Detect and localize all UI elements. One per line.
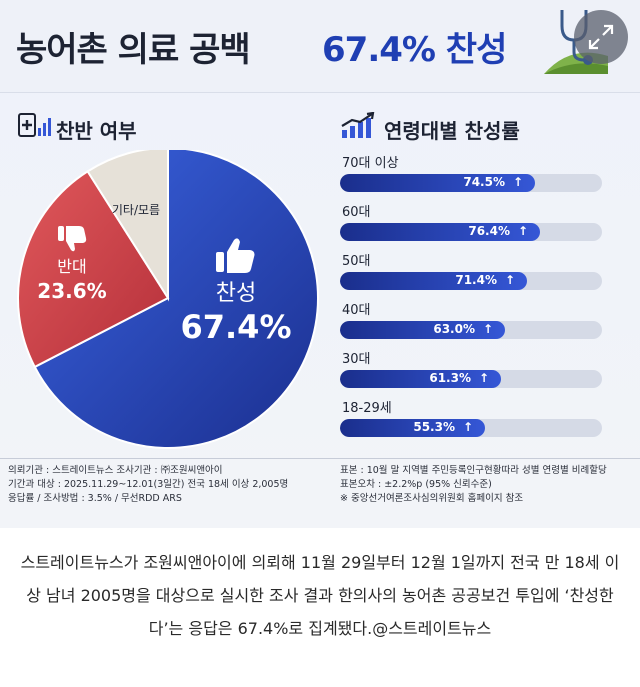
bar-value-label: 55.3% [413,420,455,434]
bar-track: 63.0% ↑ [340,321,602,339]
bar-category-label: 70대 이상 [342,156,399,171]
thumbs-down-icon [58,226,87,252]
bar-fill: 61.3% [340,370,501,388]
meta-line: 표본오차 : ±2.2%p (95% 신뢰수준) [340,479,492,490]
bar-fill: 74.5% [340,174,535,192]
article-caption: 스트레이트뉴스가 조원씨앤아이에 의뢰해 11월 29일부터 12월 1일까지 … [20,553,620,638]
bar-fill: 71.4% [340,272,527,290]
bar-category-label: 40대 [342,303,371,318]
bar-track: 55.3% ↑ [340,419,602,437]
meta-line: 기간과 대상 : 2025.11.29~12.01(3일간) 전국 18세 이상… [8,479,289,490]
thumbs-up-icon [216,238,255,273]
meta-line: 의뢰기관 : 스트레이트뉴스 조사기관 : ㈜조원씨앤아이 [8,465,223,476]
divider [0,458,640,459]
bar-fill: 55.3% [340,419,485,437]
pie-label-agree: 찬성 [216,281,256,306]
bar-row: 18-29세 55.3% ↑ [340,397,620,446]
infographic-card: 농어촌 의료 공백 67.4% 찬성 찬반 여부 연령대별 찬성률 [0,0,640,528]
up-arrow-icon: ↑ [518,224,529,238]
age-bar-chart: 70대 이상 74.5% ↑ 60대 76.4% ↑ 50대 71.4% ↑ 40대 63.0% ↑ 3… [340,152,620,446]
bar-category-label: 18-29세 [342,401,392,416]
meta-line: ※ 중앙선거여론조사심의위원회 홈페이지 참조 [340,493,524,504]
pie-value-agree: 67.4% [180,308,291,346]
survey-meta-left: 의뢰기관 : 스트레이트뉴스 조사기관 : ㈜조원씨앤아이 기간과 대상 : 2… [8,464,288,506]
bar-fill: 76.4% [340,223,540,241]
pie-section-title: 찬반 여부 [56,119,137,143]
bar-section-title: 연령대별 찬성률 [384,119,520,143]
bar-row: 60대 76.4% ↑ [340,201,620,250]
bar-value-label: 74.5% [463,175,505,189]
bar-value-label: 71.4% [455,273,497,287]
bar-fill: 63.0% [340,321,505,339]
bar-row: 50대 71.4% ↑ [340,250,620,299]
bar-category-label: 30대 [342,352,371,367]
title-bar: 농어촌 의료 공백 67.4% 찬성 [0,0,640,93]
pie-label-disagree: 반대 [57,257,86,276]
meta-line: 응답률 / 조사방법 : 3.5% / 무선RDD ARS [8,493,182,504]
bar-value-label: 63.0% [433,322,475,336]
bar-track: 61.3% ↑ [340,370,602,388]
up-arrow-icon: ↑ [483,322,494,336]
pie-slice-other [86,150,169,302]
pie-slice-agree [33,150,319,449]
pie-label-other: 기타/모름 [112,203,160,217]
bar-track: 71.4% ↑ [340,272,602,290]
up-arrow-icon: ↑ [479,371,490,385]
up-arrow-icon: ↑ [463,420,474,434]
bar-category-label: 50대 [342,254,371,269]
page-title-accent: 67.4% 찬성 [322,30,507,70]
bar-value-label: 61.3% [429,371,471,385]
pie-slice-disagree [17,169,170,369]
up-arrow-icon: ↑ [513,175,524,189]
bar-category-label: 60대 [342,205,371,220]
bar-row: 70대 이상 74.5% ↑ [340,152,620,201]
growth-chart-icon [341,112,375,138]
bar-track: 74.5% ↑ [340,174,602,192]
up-arrow-icon: ↑ [505,273,516,287]
bar-value-label: 76.4% [468,224,510,238]
survey-meta-right: 표본 : 10월 말 지역별 주민등록인구현황따라 성별 연령별 비례할당 표본… [340,464,607,506]
bar-row: 40대 63.0% ↑ [340,299,620,348]
pie-value-disagree: 23.6% [37,279,106,303]
bar-track: 76.4% ↑ [340,223,602,241]
bar-row: 30대 61.3% ↑ [340,348,620,397]
expand-icon[interactable] [574,10,628,64]
page-title: 농어촌 의료 공백 [16,30,251,70]
meta-line: 표본 : 10월 말 지역별 주민등록인구현황따라 성별 연령별 비례할당 [340,465,607,476]
medical-chart-icon [18,113,51,137]
